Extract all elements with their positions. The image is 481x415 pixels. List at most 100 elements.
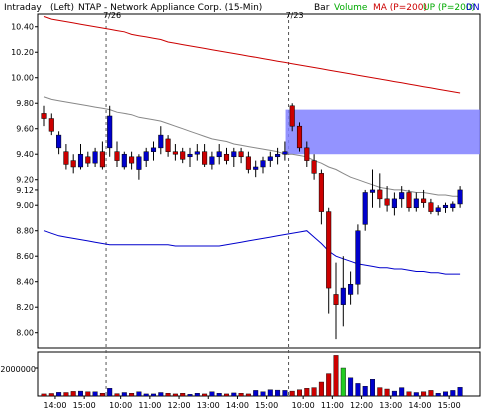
candle-body <box>99 151 105 168</box>
time-tick-label: 15:00 <box>255 401 278 410</box>
candle-body <box>318 173 324 212</box>
candle-body <box>92 151 98 164</box>
volume-bar <box>391 390 397 397</box>
volume-bar <box>428 390 434 397</box>
volume-bar <box>165 393 171 397</box>
volume-bar <box>457 387 463 397</box>
volume-bar <box>70 391 76 397</box>
volume-bar <box>238 393 244 397</box>
volume-axis: 2000000 <box>0 365 36 374</box>
candle-body <box>406 192 412 209</box>
price-tick-label: 9.00 <box>16 201 34 210</box>
volume-bar <box>435 393 441 397</box>
price-tick-label: 8.80 <box>16 227 34 236</box>
candle-body <box>391 198 397 209</box>
volume-bar <box>180 393 186 397</box>
price-tick-label: 9.60 <box>16 125 34 134</box>
volume-bar <box>399 387 405 397</box>
candle-body <box>333 294 339 305</box>
volume-tick-label: 2000000 <box>0 365 36 374</box>
candle-body <box>245 156 251 170</box>
candle-body <box>282 151 288 155</box>
price-tick-label: 9.12 <box>16 186 34 195</box>
candle-body <box>223 153 230 161</box>
volume-bar <box>304 388 310 397</box>
candle-body <box>209 156 215 165</box>
volume-bar <box>114 393 120 397</box>
candle-body <box>340 287 346 305</box>
volume-bar <box>150 393 156 397</box>
volume-bar <box>77 390 83 397</box>
time-tick-label: 14:00 <box>43 401 66 410</box>
price-tick-label: 9.80 <box>16 99 34 108</box>
candle-body <box>41 113 47 119</box>
candle-body <box>267 156 273 161</box>
price-tick-label: 9.40 <box>16 150 34 159</box>
volume-bar <box>289 390 295 397</box>
time-tick-label: 11:00 <box>138 401 161 410</box>
volume-bar <box>202 393 208 397</box>
volume-bar <box>107 388 113 397</box>
volume-bar <box>450 390 456 397</box>
candle-body <box>275 153 281 158</box>
volume-bar <box>92 391 98 397</box>
volume-panel-frame <box>37 351 481 397</box>
session-markers: 7/26 7/23 <box>103 11 304 396</box>
candle-body <box>194 151 200 155</box>
dn-band-line <box>43 230 461 275</box>
time-tick-label: 12:00 <box>168 401 191 410</box>
candle-body <box>413 198 419 209</box>
candle-body <box>428 202 434 212</box>
highlight-layer <box>285 109 480 155</box>
volume-bar <box>172 393 178 397</box>
candle-body <box>260 160 266 168</box>
candle-body <box>304 147 310 161</box>
price-tick-label: 10.00 <box>11 74 34 83</box>
candle-body <box>289 105 295 127</box>
candle-body <box>63 151 69 165</box>
volume-bar <box>63 392 69 397</box>
candle-body <box>114 151 120 161</box>
dn-legend: DN <box>466 3 480 13</box>
price-tick-label: 8.40 <box>16 278 34 287</box>
volume-bar <box>99 393 105 397</box>
price-axis: 10.40 10.20 10.00 9.80 9.60 9.40 9.209.12 9.00 8… <box>11 23 38 338</box>
volume-bar <box>275 389 281 397</box>
volume-bar <box>121 392 127 397</box>
candle-body <box>377 189 383 200</box>
volume-bar <box>231 392 237 397</box>
price-tick-label: 8.00 <box>16 329 34 338</box>
volume-bar <box>129 393 135 397</box>
volume-bar <box>223 393 229 397</box>
candle-body <box>158 134 164 149</box>
candle-body <box>435 207 441 212</box>
volume-bar <box>209 391 215 397</box>
period-label: Intraday <box>4 3 42 13</box>
candle-body <box>85 156 91 164</box>
up-legend: UP (P=200) <box>423 3 475 13</box>
up-band-line <box>43 96 461 197</box>
time-tick-label: 15:00 <box>73 401 96 410</box>
candle-body <box>56 134 62 149</box>
candle-body <box>399 192 405 200</box>
volume-bar <box>377 387 383 397</box>
candle-body <box>136 156 142 170</box>
volume-bar <box>41 393 47 397</box>
volume-legend: Volume <box>334 3 368 13</box>
candle-body <box>450 203 456 209</box>
candle-body <box>421 198 427 203</box>
time-tick-label: 14:00 <box>226 401 249 410</box>
volume-bar <box>333 355 339 397</box>
volume-bar <box>384 388 390 397</box>
session-date-label: 7/23 <box>286 11 304 20</box>
candle-body <box>369 189 376 193</box>
volume-bar <box>355 383 361 397</box>
price-tick-label: 8.60 <box>16 252 34 261</box>
volume-bar <box>318 381 324 397</box>
time-tick-label: 13:00 <box>197 401 220 410</box>
symbol-title: NTAP - Network Appliance Corp. (15-Min) <box>78 3 262 13</box>
price-tick-label: 10.40 <box>11 23 34 32</box>
candle-body <box>442 204 449 209</box>
volume-bar <box>267 389 273 397</box>
